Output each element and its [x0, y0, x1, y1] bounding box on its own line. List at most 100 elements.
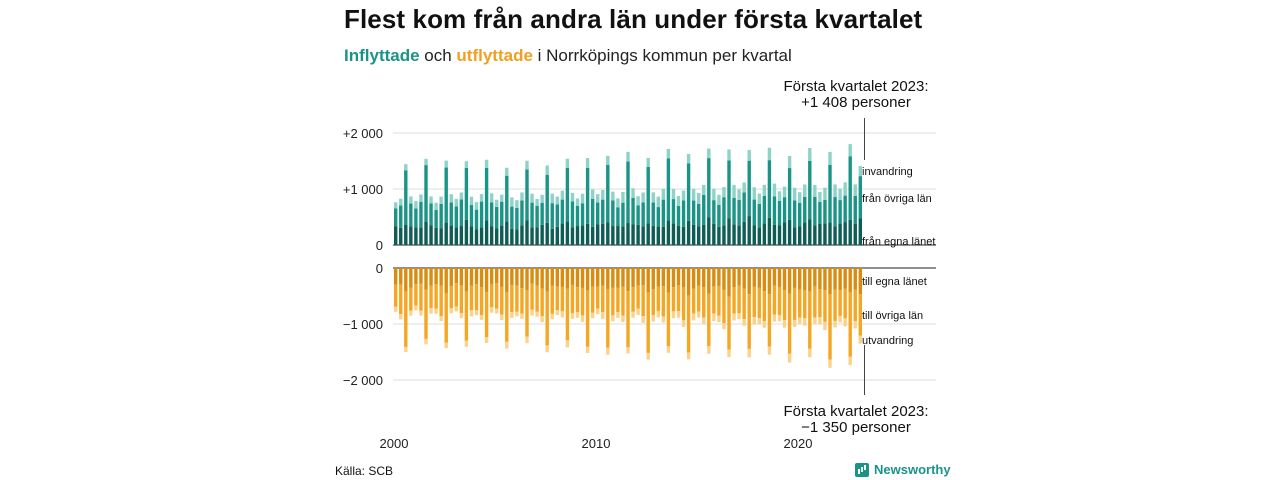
out-other-counties-bar [575, 287, 580, 313]
out-same-county-bar [712, 268, 716, 287]
in-immigration-bar [732, 184, 736, 198]
out-emigration-bar [681, 320, 686, 327]
out-emigration-bar [641, 316, 645, 323]
in-other-counties-bar [590, 198, 595, 227]
in-immigration-bar [535, 199, 539, 206]
out-emigration-bar [565, 340, 570, 348]
in-immigration-bar [530, 193, 534, 203]
in-immigration-bar [580, 193, 585, 204]
in-immigration-bar [479, 194, 484, 202]
out-other-counties-bar [434, 283, 438, 309]
in-immigration-bar [596, 194, 600, 203]
out-other-counties-bar [611, 287, 615, 316]
in-immigration-bar [510, 197, 514, 207]
out-emigration-bar [560, 311, 565, 318]
out-same-county-bar [833, 268, 837, 290]
out-other-counties-bar [520, 288, 524, 314]
in-same-county-bar [525, 220, 529, 245]
in-immigration-bar [489, 193, 494, 203]
in-immigration-bar [469, 196, 474, 206]
out-emigration-bar [767, 346, 772, 355]
in-same-county-bar [616, 226, 620, 245]
out-emigration-bar [535, 311, 539, 317]
out-same-county-bar [707, 268, 711, 294]
out-same-county-bar [505, 268, 509, 293]
out-other-counties-bar [606, 289, 610, 348]
out-emigration-bar [555, 310, 559, 316]
in-immigration-bar [843, 182, 847, 196]
out-other-counties-bar [777, 286, 782, 316]
out-same-county-bar [656, 268, 660, 287]
out-emigration-bar [590, 312, 595, 319]
out-other-counties-bar [727, 296, 731, 350]
in-immigration-bar [798, 192, 802, 203]
out-same-county-bar [737, 268, 741, 286]
out-same-county-bar [575, 268, 580, 288]
in-other-counties-bar [601, 199, 605, 224]
out-emigration-bar [798, 317, 802, 324]
out-emigration-bar [828, 359, 832, 368]
out-emigration-bar [510, 312, 514, 318]
chart-subtitle: Inflyttade och utflyttade i Norrköpings … [344, 46, 792, 66]
out-other-counties-bar [772, 285, 777, 315]
out-same-county-bar [722, 268, 726, 290]
in-other-counties-bar [828, 164, 832, 223]
in-same-county-bar [439, 228, 443, 245]
in-same-county-bar [747, 216, 751, 245]
in-immigration-bar [636, 196, 640, 206]
in-same-county-bar [808, 219, 812, 245]
out-emigration-bar [666, 346, 671, 353]
out-other-counties-bar [787, 293, 792, 354]
out-emigration-bar [752, 317, 756, 325]
in-same-county-bar [580, 225, 585, 245]
xtick-2000: 2000 [380, 436, 409, 451]
out-emigration-bar [737, 313, 741, 320]
out-other-counties-bar [676, 284, 681, 312]
out-emigration-bar [813, 317, 817, 325]
out-other-counties-bar [742, 288, 746, 320]
out-same-county-bar [550, 268, 554, 286]
in-same-county-bar [429, 225, 433, 245]
out-emigration-bar [671, 311, 676, 319]
out-other-counties-bar [545, 291, 549, 346]
out-same-county-bar [742, 268, 746, 289]
out-other-counties-bar [585, 290, 590, 347]
chart-title: Flest kom från andra län under första kv… [344, 4, 923, 34]
out-other-counties-bar [409, 287, 413, 311]
out-emigration-bar [489, 307, 494, 313]
in-immigration-bar [424, 158, 428, 166]
out-same-county-bar [459, 268, 464, 286]
in-same-county-bar [848, 219, 852, 245]
in-immigration-bar [500, 194, 504, 202]
in-same-county-bar [394, 226, 398, 245]
in-immigration-bar [621, 191, 625, 203]
out-other-counties-bar [803, 290, 807, 319]
out-emigration-bar [575, 312, 580, 318]
in-immigration-bar [808, 148, 812, 161]
ytick-top-1000: +1 000 [343, 182, 383, 197]
out-other-counties-bar [555, 286, 559, 311]
out-same-county-bar [777, 268, 782, 287]
in-same-county-bar [742, 221, 746, 245]
in-immigration-bar [727, 149, 731, 161]
out-emigration-bar [540, 315, 544, 323]
out-same-county-bar [803, 268, 807, 291]
out-other-counties-bar [550, 285, 554, 314]
in-other-counties-bar [732, 197, 736, 225]
in-immigration-bar [853, 184, 857, 196]
in-other-counties-bar [691, 200, 696, 225]
in-other-counties-bar [641, 202, 645, 227]
out-emigration-bar [792, 320, 797, 327]
in-immigration-bar [823, 187, 827, 200]
out-emigration-bar [596, 308, 600, 315]
subtitle-connector: och [419, 46, 457, 65]
out-emigration-bar [469, 310, 474, 317]
out-emigration-bar [818, 317, 822, 324]
out-emigration-bar [833, 320, 837, 328]
in-other-counties-bar [858, 176, 862, 219]
in-other-counties-bar [737, 199, 741, 226]
out-other-counties-bar [823, 290, 827, 322]
in-other-counties-bar [853, 195, 857, 224]
out-same-county-bar [702, 268, 706, 288]
out-emigration-bar [611, 315, 615, 322]
